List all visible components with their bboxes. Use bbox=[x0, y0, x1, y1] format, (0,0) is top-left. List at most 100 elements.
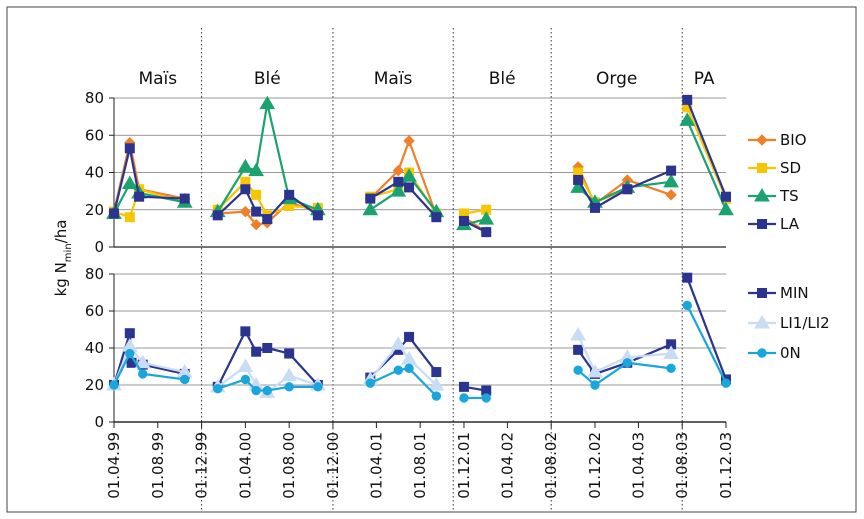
y-tick-label: 60 bbox=[85, 126, 104, 144]
y-label-tail: /ha bbox=[52, 220, 70, 244]
legend-top: BIO SD TS LA bbox=[748, 131, 807, 233]
data-point-0n bbox=[365, 378, 375, 388]
data-point-la bbox=[666, 165, 677, 176]
series-line bbox=[369, 343, 438, 386]
series-la bbox=[109, 94, 731, 238]
data-point-la bbox=[481, 227, 492, 238]
series-line bbox=[217, 378, 318, 392]
data-point-ts bbox=[718, 201, 734, 216]
series-line bbox=[686, 277, 728, 380]
data-point-0n bbox=[431, 391, 442, 401]
y-label-sub: min bbox=[63, 243, 74, 262]
data-point-ts bbox=[401, 168, 417, 182]
data-point-0n bbox=[459, 393, 469, 403]
x-tick-label: 01.12.02 bbox=[586, 432, 604, 499]
data-point-ts bbox=[679, 112, 696, 126]
data-point-0n bbox=[481, 393, 491, 403]
data-point-0n bbox=[213, 384, 223, 394]
data-point-0n bbox=[666, 363, 676, 374]
series-line bbox=[112, 345, 185, 386]
series-line bbox=[369, 367, 438, 397]
bottom-panel: 0 20 40 60 80 bbox=[85, 265, 731, 431]
data-point-ts bbox=[390, 183, 407, 197]
y-tick-label: 80 bbox=[85, 265, 104, 283]
x-tick-label: 01.08.00 bbox=[280, 432, 298, 499]
y-tick-label: 0 bbox=[94, 238, 104, 256]
data-point-bio bbox=[403, 135, 415, 147]
data-point-0n bbox=[251, 385, 261, 396]
data-point-li1-li2 bbox=[281, 367, 298, 382]
series-line bbox=[686, 304, 727, 384]
data-point-min bbox=[404, 331, 415, 342]
y-axis-label: kg Nmin/ha bbox=[52, 220, 74, 297]
series-line bbox=[577, 343, 672, 375]
legend-label: 0N bbox=[780, 344, 801, 362]
data-point-li1-li2 bbox=[134, 354, 151, 369]
y-label-main: kg N bbox=[52, 262, 70, 296]
data-point-0n bbox=[109, 380, 119, 390]
data-point-la bbox=[682, 94, 693, 105]
data-point-li1-li2 bbox=[663, 345, 679, 360]
data-point-la bbox=[134, 191, 145, 202]
data-point-la bbox=[312, 210, 323, 221]
data-point-la bbox=[262, 214, 273, 225]
data-point-la bbox=[721, 191, 731, 202]
data-point-bio bbox=[392, 164, 404, 177]
y-tick-label: 60 bbox=[85, 302, 104, 320]
crop-label: Orge bbox=[596, 69, 637, 89]
data-point-sd bbox=[251, 189, 262, 200]
y-tick-label: 40 bbox=[85, 339, 104, 357]
data-point-bio bbox=[665, 189, 677, 201]
data-point-la bbox=[365, 193, 376, 204]
data-point-ts bbox=[237, 158, 254, 173]
data-point-la bbox=[212, 210, 223, 221]
data-point-0n bbox=[138, 369, 148, 379]
data-point-li1-li2 bbox=[390, 336, 407, 350]
data-point-la bbox=[393, 176, 404, 187]
data-point-min bbox=[682, 272, 693, 283]
crop-label: Maïs bbox=[374, 69, 413, 89]
legend-bottom: MIN LI1/LI2 0N bbox=[748, 284, 830, 362]
data-point-min bbox=[240, 326, 251, 337]
x-axis: 01.04.99 01.08.99 01.12.99 01.04.00 01.08.00… bbox=[105, 421, 735, 499]
x-tick-label: 01.08.03 bbox=[673, 432, 691, 499]
data-point-min bbox=[262, 343, 273, 353]
data-point-la bbox=[251, 206, 262, 217]
data-point-0n bbox=[125, 348, 135, 359]
data-point-la bbox=[124, 143, 135, 154]
x-tick-label: 01.04.03 bbox=[629, 432, 647, 499]
data-point-la bbox=[109, 208, 119, 219]
x-tick-label: 01.04.01 bbox=[367, 432, 385, 499]
series-line bbox=[113, 188, 186, 219]
data-point-ts bbox=[663, 173, 679, 188]
data-point-bio bbox=[756, 134, 768, 146]
data-point-la bbox=[431, 212, 442, 223]
legend-label: LI1/LI2 bbox=[780, 314, 830, 332]
series-line bbox=[112, 147, 185, 214]
series-line bbox=[686, 99, 728, 198]
data-point-la bbox=[573, 174, 584, 185]
series-line bbox=[369, 180, 438, 218]
data-point-min bbox=[573, 344, 584, 355]
data-point-0n bbox=[393, 365, 403, 375]
data-point-0n bbox=[240, 374, 251, 385]
data-point-0n bbox=[757, 348, 767, 358]
data-point-min bbox=[757, 288, 767, 298]
season-dividers bbox=[201, 28, 683, 510]
legend-label: MIN bbox=[780, 284, 809, 302]
y-tick-label: 40 bbox=[85, 164, 104, 182]
y-tick-label: 20 bbox=[85, 376, 104, 394]
x-tick-label: 01.12.01 bbox=[455, 432, 473, 499]
series-line bbox=[577, 169, 672, 209]
data-point-0n bbox=[721, 378, 731, 388]
x-tick-label: 01.04.02 bbox=[498, 432, 516, 499]
crop-label: PA bbox=[694, 69, 715, 89]
x-tick-label: 01.04.99 bbox=[105, 432, 123, 499]
data-point-la bbox=[284, 189, 295, 200]
series-line bbox=[577, 361, 672, 387]
data-point-li1-li2 bbox=[570, 327, 586, 341]
legend-label: BIO bbox=[780, 131, 807, 149]
data-point-0n bbox=[313, 382, 323, 392]
data-point-min bbox=[458, 381, 469, 392]
